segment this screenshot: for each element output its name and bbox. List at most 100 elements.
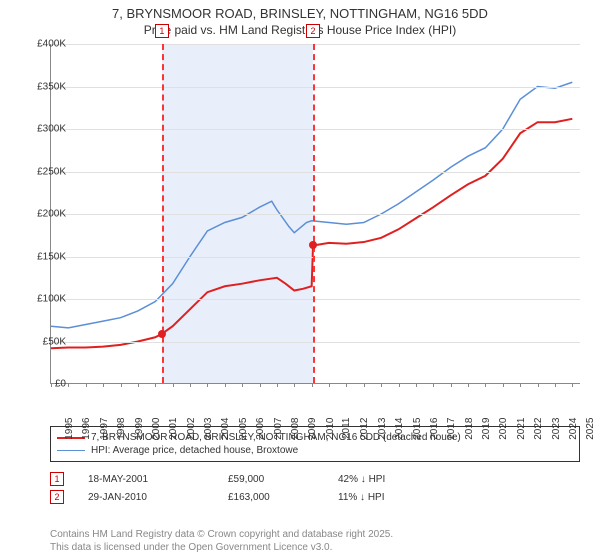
event-vline bbox=[313, 44, 315, 383]
x-tick bbox=[538, 383, 539, 387]
x-axis-label: 2008 bbox=[290, 418, 301, 440]
x-tick bbox=[86, 383, 87, 387]
x-tick bbox=[277, 383, 278, 387]
x-axis-label: 2023 bbox=[550, 418, 561, 440]
sale-point-dot bbox=[309, 241, 317, 249]
gridline-h bbox=[51, 257, 580, 258]
x-axis-label: 2001 bbox=[168, 418, 179, 440]
x-tick bbox=[468, 383, 469, 387]
x-axis-label: 2009 bbox=[307, 418, 318, 440]
y-axis-label: £50K bbox=[26, 336, 66, 347]
x-axis-label: 2013 bbox=[377, 418, 388, 440]
chart-plot-area: 12 bbox=[50, 44, 580, 384]
x-tick bbox=[294, 383, 295, 387]
x-tick bbox=[451, 383, 452, 387]
x-tick bbox=[138, 383, 139, 387]
legend-swatch bbox=[57, 450, 85, 451]
x-axis-label: 2016 bbox=[429, 418, 440, 440]
sale-date: 29-JAN-2010 bbox=[88, 492, 228, 503]
x-axis-label: 2010 bbox=[324, 418, 335, 440]
y-axis-label: £350K bbox=[26, 81, 66, 92]
x-tick bbox=[242, 383, 243, 387]
x-tick bbox=[225, 383, 226, 387]
gridline-h bbox=[51, 342, 580, 343]
x-tick bbox=[68, 383, 69, 387]
sale-pct: 42% ↓ HPI bbox=[338, 474, 448, 485]
x-tick bbox=[520, 383, 521, 387]
event-marker-box: 2 bbox=[306, 24, 320, 38]
x-tick bbox=[346, 383, 347, 387]
x-tick bbox=[103, 383, 104, 387]
x-axis-label: 1996 bbox=[81, 418, 92, 440]
x-tick bbox=[207, 383, 208, 387]
gridline-h bbox=[51, 87, 580, 88]
sale-marker-box: 1 bbox=[50, 472, 64, 486]
x-axis-label: 2011 bbox=[341, 418, 352, 440]
x-axis-label: 2024 bbox=[568, 418, 579, 440]
x-axis-label: 2002 bbox=[185, 418, 196, 440]
y-axis-label: £150K bbox=[26, 251, 66, 262]
sale-marker-box: 2 bbox=[50, 490, 64, 504]
sales-table: 1 18-MAY-2001 £59,000 42% ↓ HPI 2 29-JAN… bbox=[50, 470, 580, 506]
sale-row: 1 18-MAY-2001 £59,000 42% ↓ HPI bbox=[50, 470, 580, 488]
x-tick bbox=[121, 383, 122, 387]
x-axis-label: 2021 bbox=[516, 418, 527, 440]
chart-title-line1: 7, BRYNSMOOR ROAD, BRINSLEY, NOTTINGHAM,… bbox=[0, 0, 600, 21]
x-tick bbox=[381, 383, 382, 387]
x-axis-label: 2000 bbox=[151, 418, 162, 440]
gridline-h bbox=[51, 44, 580, 45]
x-tick bbox=[329, 383, 330, 387]
x-axis-label: 2017 bbox=[446, 418, 457, 440]
x-axis-label: 2007 bbox=[272, 418, 283, 440]
x-axis-label: 2003 bbox=[203, 418, 214, 440]
legend-label: HPI: Average price, detached house, Brox… bbox=[91, 445, 298, 456]
x-axis-label: 2020 bbox=[498, 418, 509, 440]
y-axis-label: £250K bbox=[26, 166, 66, 177]
y-axis-label: £100K bbox=[26, 294, 66, 305]
x-tick bbox=[399, 383, 400, 387]
x-tick bbox=[155, 383, 156, 387]
sale-date: 18-MAY-2001 bbox=[88, 474, 228, 485]
x-tick bbox=[555, 383, 556, 387]
footer-line1: Contains HM Land Registry data © Crown c… bbox=[50, 528, 580, 541]
sale-price: £163,000 bbox=[228, 492, 338, 503]
event-marker-box: 1 bbox=[155, 24, 169, 38]
legend-item: HPI: Average price, detached house, Brox… bbox=[57, 444, 573, 457]
x-axis-label: 1997 bbox=[99, 418, 110, 440]
chart-title-line2: Price paid vs. HM Land Registry's House … bbox=[0, 21, 600, 41]
x-tick bbox=[572, 383, 573, 387]
gridline-h bbox=[51, 214, 580, 215]
x-axis-label: 2015 bbox=[411, 418, 422, 440]
x-tick bbox=[364, 383, 365, 387]
sale-point-dot bbox=[158, 330, 166, 338]
x-tick bbox=[485, 383, 486, 387]
y-axis-label: £0 bbox=[26, 379, 66, 390]
x-axis-label: 2006 bbox=[255, 418, 266, 440]
x-tick bbox=[190, 383, 191, 387]
x-axis-label: 1995 bbox=[64, 418, 75, 440]
footer-line2: This data is licensed under the Open Gov… bbox=[50, 541, 580, 554]
x-axis-label: 2005 bbox=[238, 418, 249, 440]
x-tick bbox=[312, 383, 313, 387]
y-axis-label: £300K bbox=[26, 124, 66, 135]
x-axis-label: 2025 bbox=[585, 418, 596, 440]
x-tick bbox=[173, 383, 174, 387]
y-axis-label: £200K bbox=[26, 209, 66, 220]
series-line-hpi bbox=[51, 82, 572, 328]
footer-attribution: Contains HM Land Registry data © Crown c… bbox=[50, 528, 580, 554]
x-axis-label: 2018 bbox=[463, 418, 474, 440]
x-axis-label: 2022 bbox=[533, 418, 544, 440]
x-tick bbox=[433, 383, 434, 387]
x-tick bbox=[260, 383, 261, 387]
gridline-h bbox=[51, 299, 580, 300]
x-tick bbox=[503, 383, 504, 387]
sale-pct: 11% ↓ HPI bbox=[338, 492, 448, 503]
x-axis-label: 2014 bbox=[394, 418, 405, 440]
chart-container: 7, BRYNSMOOR ROAD, BRINSLEY, NOTTINGHAM,… bbox=[0, 0, 600, 560]
x-axis-label: 1999 bbox=[133, 418, 144, 440]
x-tick bbox=[416, 383, 417, 387]
y-axis-label: £400K bbox=[26, 39, 66, 50]
x-axis-label: 2012 bbox=[359, 418, 370, 440]
sale-price: £59,000 bbox=[228, 474, 338, 485]
x-axis-label: 2004 bbox=[220, 418, 231, 440]
